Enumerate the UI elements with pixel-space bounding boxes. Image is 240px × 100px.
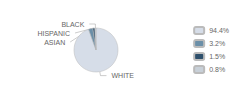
svg-text:0.8%: 0.8% xyxy=(209,66,225,73)
svg-text:BLACK: BLACK xyxy=(61,21,84,28)
svg-text:ASIAN: ASIAN xyxy=(44,39,65,46)
svg-text:1.5%: 1.5% xyxy=(209,53,225,60)
svg-text:WHITE: WHITE xyxy=(111,72,134,79)
svg-text:HISPANIC: HISPANIC xyxy=(37,30,70,37)
svg-text:3.2%: 3.2% xyxy=(209,40,225,47)
svg-text:94.4%: 94.4% xyxy=(209,27,229,34)
